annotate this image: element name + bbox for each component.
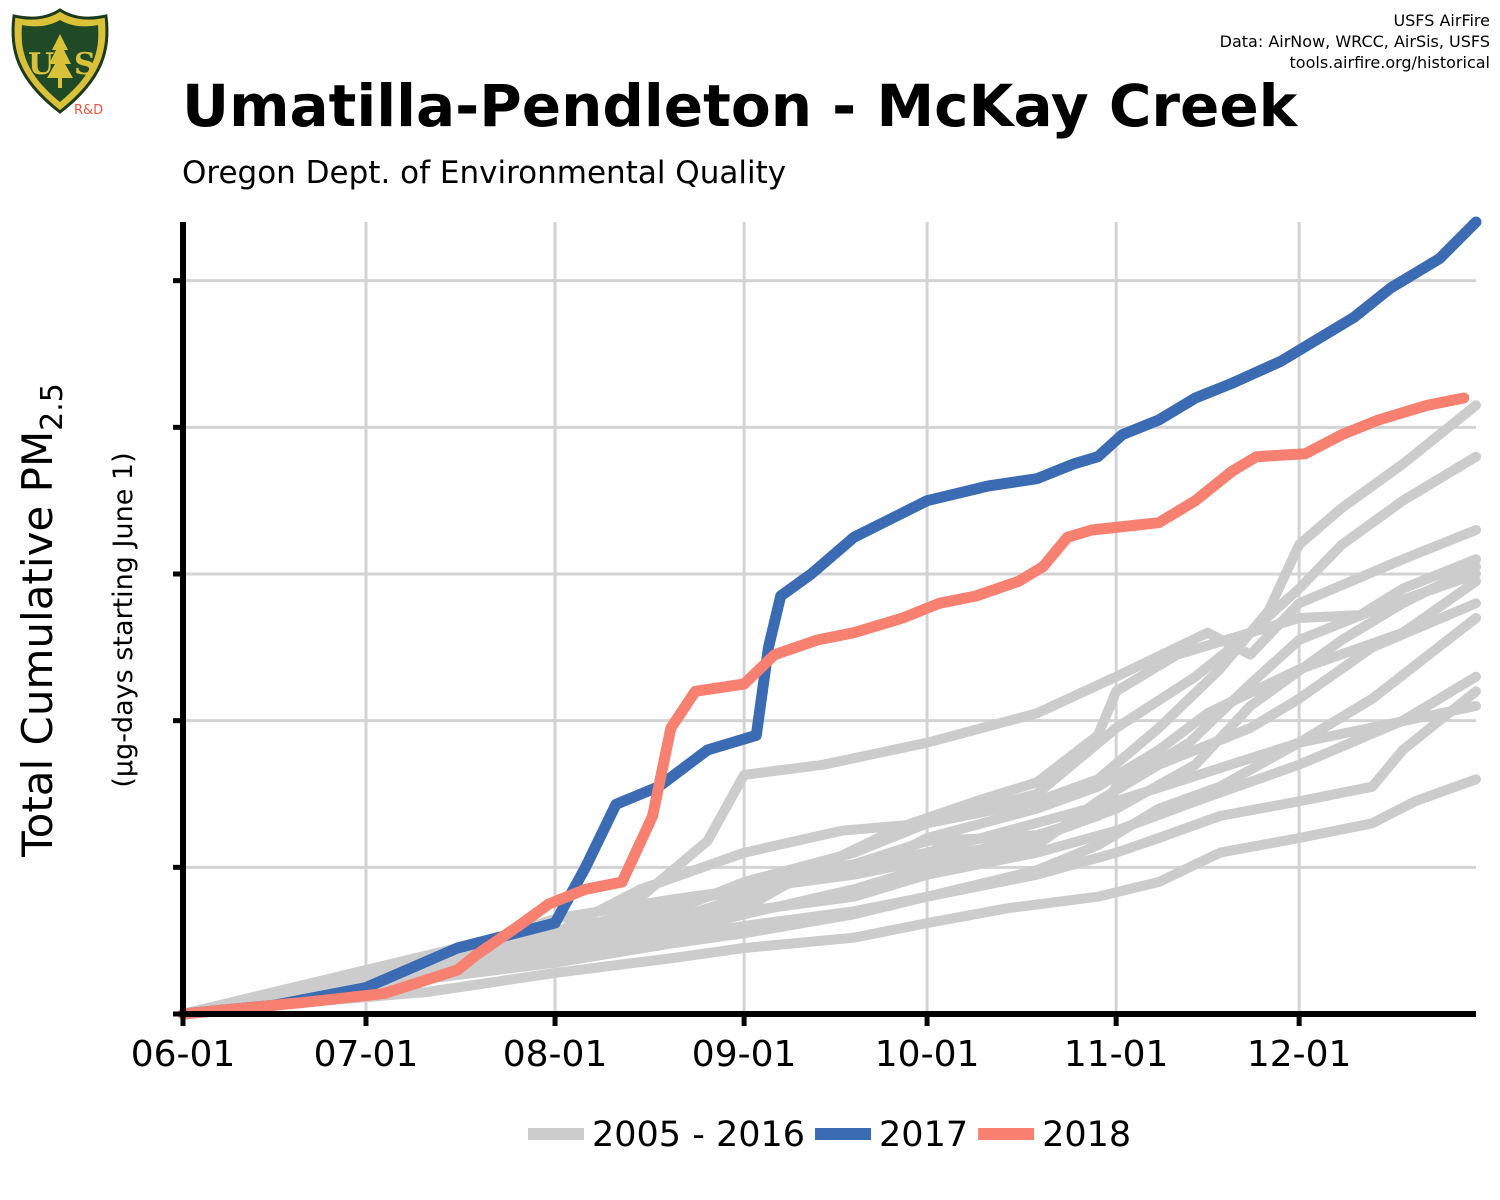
- chart-subtitle: Oregon Dept. of Environmental Quality: [182, 155, 787, 191]
- credits: USFS AirFire Data: AirNow, WRCC, AirSis,…: [1220, 10, 1490, 73]
- x-tick-label: 12-01: [1247, 1034, 1352, 1075]
- tree-icon: [47, 34, 73, 88]
- y-axis-title-subscript: 2.5: [35, 383, 70, 431]
- series-line-history: [178, 576, 1481, 1019]
- series-line-2017: [177, 216, 1482, 1020]
- logo-tag: R&D: [74, 103, 103, 116]
- usfs-shield-icon: U S R&D: [11, 8, 109, 116]
- legend: 2005 - 2016 2017 2018: [528, 1115, 1131, 1155]
- axes: [173, 222, 1476, 1026]
- legend-label: 2017: [879, 1115, 968, 1155]
- legend-label: 2005 - 2016: [592, 1115, 805, 1155]
- logo-letter-u: U: [28, 47, 54, 82]
- credit-line: Data: AirNow, WRCC, AirSis, USFS: [1219, 32, 1490, 51]
- credit-line: USFS AirFire: [1393, 11, 1490, 30]
- series-line-2018: [177, 392, 1470, 1020]
- x-tick-label: 06-01: [131, 1034, 236, 1075]
- y-axis-title: Total Cumulative PM2.5: [13, 383, 70, 858]
- series-line-history: [178, 774, 1481, 1019]
- y-axis-label: Total Cumulative PM2.5 (µg-days starting…: [13, 383, 139, 858]
- x-tick-label: 07-01: [314, 1034, 419, 1075]
- y-axis-units: (µg-days starting June 1): [108, 452, 139, 787]
- series-line-history: [178, 451, 1481, 1019]
- series-line-history: [178, 554, 1481, 1019]
- highlight-series: [177, 216, 1482, 1020]
- y-axis-title-main: Total Cumulative PM: [13, 431, 62, 858]
- logo-letter-s: S: [74, 47, 96, 82]
- history-series: [178, 400, 1481, 1019]
- x-tick-label: 10-01: [875, 1034, 980, 1075]
- x-tick-label: 08-01: [503, 1034, 608, 1075]
- series-line-history: [178, 613, 1481, 1019]
- x-tick-label: 11-01: [1064, 1034, 1169, 1075]
- x-tick-label: 09-01: [692, 1034, 797, 1075]
- legend-label: 2018: [1042, 1115, 1131, 1155]
- x-tick-labels: 06-01 07-01 08-01 09-01 10-01 11-01 12-01: [131, 1034, 1352, 1075]
- series-line-history: [178, 400, 1481, 1019]
- chart-title: Umatilla-Pendleton - McKay Creek: [182, 72, 1298, 140]
- credit-line: tools.airfire.org/historical: [1289, 53, 1490, 72]
